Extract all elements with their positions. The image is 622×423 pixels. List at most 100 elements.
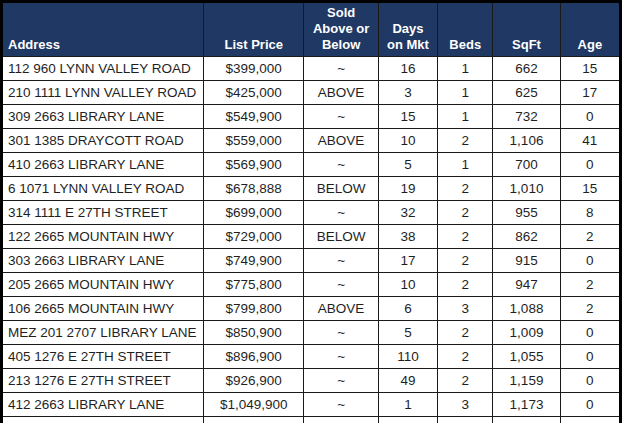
cell-sold_above_or_below[interactable]: ABOVE <box>304 80 378 104</box>
cell-sold_above_or_below[interactable]: ~ <box>304 368 378 392</box>
cell-sold_above_or_below[interactable]: ~ <box>304 392 378 416</box>
cell-days_on_mkt[interactable]: 1 <box>378 416 437 423</box>
cell-beds[interactable]: 2 <box>438 224 493 248</box>
cell-age[interactable]: 0 <box>560 392 620 416</box>
cell-list_price[interactable]: $799,800 <box>203 296 303 320</box>
cell-sold_above_or_below[interactable]: ~ <box>304 344 378 368</box>
cell-address[interactable]: 6 1071 LYNN VALLEY ROAD <box>2 176 204 200</box>
cell-list_price[interactable]: $775,800 <box>203 272 303 296</box>
cell-list_price[interactable]: $549,900 <box>203 104 303 128</box>
cell-beds[interactable]: 1 <box>438 56 493 80</box>
cell-beds[interactable]: 3 <box>438 392 493 416</box>
column-header-address[interactable]: Address <box>2 2 204 57</box>
cell-sqft[interactable]: 1,173 <box>493 392 560 416</box>
cell-beds[interactable]: 2 <box>438 248 493 272</box>
cell-days_on_mkt[interactable]: 16 <box>378 56 437 80</box>
cell-sold_above_or_below[interactable]: ~ <box>304 248 378 272</box>
cell-beds[interactable]: 2 <box>438 368 493 392</box>
cell-list_price[interactable]: $729,000 <box>203 224 303 248</box>
cell-sold_above_or_below[interactable]: ~ <box>304 104 378 128</box>
cell-age[interactable]: 15 <box>560 176 620 200</box>
cell-address[interactable]: 301 1385 DRAYCOTT ROAD <box>2 128 204 152</box>
cell-sqft[interactable]: 947 <box>493 272 560 296</box>
column-header-age[interactable]: Age <box>560 2 620 57</box>
cell-age[interactable]: 0 <box>560 320 620 344</box>
cell-sqft[interactable]: 625 <box>493 80 560 104</box>
column-header-days_on_mkt[interactable]: Days on Mkt <box>378 2 437 57</box>
cell-days_on_mkt[interactable]: 10 <box>378 128 437 152</box>
cell-sqft[interactable]: 1,106 <box>493 128 560 152</box>
cell-list_price[interactable]: $399,000 <box>203 56 303 80</box>
cell-beds[interactable]: 2 <box>438 344 493 368</box>
cell-list_price[interactable]: $850,900 <box>203 320 303 344</box>
cell-days_on_mkt[interactable]: 32 <box>378 200 437 224</box>
cell-sqft[interactable]: 1,159 <box>493 368 560 392</box>
cell-age[interactable]: 41 <box>560 128 620 152</box>
cell-list_price[interactable]: $926,900 <box>203 368 303 392</box>
cell-age[interactable]: 0 <box>560 152 620 176</box>
cell-list_price[interactable]: $559,000 <box>203 128 303 152</box>
cell-list_price[interactable]: $1,119,900 <box>203 416 303 423</box>
cell-days_on_mkt[interactable]: 10 <box>378 272 437 296</box>
cell-beds[interactable]: 3 <box>438 296 493 320</box>
cell-age[interactable]: 2 <box>560 272 620 296</box>
cell-age[interactable]: 0 <box>560 416 620 423</box>
cell-sqft[interactable]: 1,010 <box>493 176 560 200</box>
cell-days_on_mkt[interactable]: 3 <box>378 80 437 104</box>
cell-beds[interactable]: 2 <box>438 176 493 200</box>
cell-address[interactable]: 511 2663 LIBRARY LANE <box>2 416 204 423</box>
cell-address[interactable]: 205 2665 MOUNTAIN HWY <box>2 272 204 296</box>
cell-days_on_mkt[interactable]: 49 <box>378 368 437 392</box>
cell-address[interactable]: 112 960 LYNN VALLEY ROAD <box>2 56 204 80</box>
column-header-list_price[interactable]: List Price <box>203 2 303 57</box>
cell-sold_above_or_below[interactable]: ~ <box>304 152 378 176</box>
cell-age[interactable]: 2 <box>560 224 620 248</box>
cell-list_price[interactable]: $896,900 <box>203 344 303 368</box>
cell-age[interactable]: 0 <box>560 344 620 368</box>
cell-address[interactable]: 303 2663 LIBRARY LANE <box>2 248 204 272</box>
cell-list_price[interactable]: $1,049,900 <box>203 392 303 416</box>
cell-sqft[interactable]: 1,270 <box>493 416 560 423</box>
cell-sqft[interactable]: 862 <box>493 224 560 248</box>
cell-days_on_mkt[interactable]: 19 <box>378 176 437 200</box>
cell-beds[interactable]: 1 <box>438 104 493 128</box>
cell-beds[interactable]: 1 <box>438 152 493 176</box>
cell-sold_above_or_below[interactable]: BELOW <box>304 176 378 200</box>
cell-sqft[interactable]: 955 <box>493 200 560 224</box>
cell-days_on_mkt[interactable]: 6 <box>378 296 437 320</box>
cell-age[interactable]: 17 <box>560 80 620 104</box>
cell-sqft[interactable]: 1,009 <box>493 320 560 344</box>
cell-days_on_mkt[interactable]: 5 <box>378 152 437 176</box>
cell-days_on_mkt[interactable]: 1 <box>378 392 437 416</box>
column-header-beds[interactable]: Beds <box>438 2 493 57</box>
cell-age[interactable]: 0 <box>560 368 620 392</box>
cell-age[interactable]: 15 <box>560 56 620 80</box>
cell-address[interactable]: 412 2663 LIBRARY LANE <box>2 392 204 416</box>
cell-sold_above_or_below[interactable]: ~ <box>304 56 378 80</box>
cell-address[interactable]: 106 2665 MOUNTAIN HWY <box>2 296 204 320</box>
cell-sold_above_or_below[interactable]: ~ <box>304 320 378 344</box>
cell-list_price[interactable]: $749,900 <box>203 248 303 272</box>
cell-sold_above_or_below[interactable]: ~ <box>304 416 378 423</box>
cell-beds[interactable]: 2 <box>438 128 493 152</box>
cell-sold_above_or_below[interactable]: ABOVE <box>304 296 378 320</box>
cell-sold_above_or_below[interactable]: BELOW <box>304 224 378 248</box>
cell-list_price[interactable]: $569,900 <box>203 152 303 176</box>
cell-list_price[interactable]: $425,000 <box>203 80 303 104</box>
column-header-sold_above_or_below[interactable]: Sold Above or Below <box>304 2 378 57</box>
cell-address[interactable]: 314 1111 E 27TH STREET <box>2 200 204 224</box>
cell-sold_above_or_below[interactable]: ~ <box>304 272 378 296</box>
cell-sqft[interactable]: 1,055 <box>493 344 560 368</box>
cell-days_on_mkt[interactable]: 15 <box>378 104 437 128</box>
cell-address[interactable]: 405 1276 E 27TH STREET <box>2 344 204 368</box>
cell-days_on_mkt[interactable]: 17 <box>378 248 437 272</box>
cell-sqft[interactable]: 732 <box>493 104 560 128</box>
cell-address[interactable]: 309 2663 LIBRARY LANE <box>2 104 204 128</box>
cell-days_on_mkt[interactable]: 5 <box>378 320 437 344</box>
cell-age[interactable]: 0 <box>560 104 620 128</box>
cell-address[interactable]: 410 2663 LIBRARY LANE <box>2 152 204 176</box>
cell-sqft[interactable]: 915 <box>493 248 560 272</box>
cell-beds[interactable]: 1 <box>438 80 493 104</box>
cell-sold_above_or_below[interactable]: ABOVE <box>304 128 378 152</box>
cell-sqft[interactable]: 662 <box>493 56 560 80</box>
